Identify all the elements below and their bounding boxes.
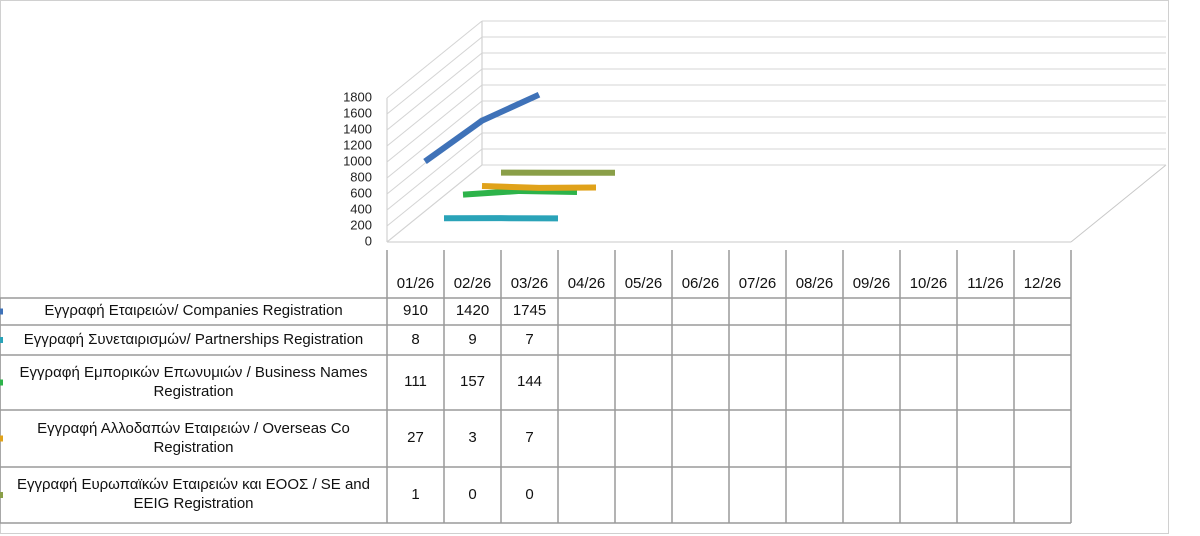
grid-line: [386, 148, 483, 227]
table-value: 144: [516, 373, 543, 391]
column-header: 09/26: [852, 274, 891, 292]
column-header: 05/26: [624, 274, 663, 292]
y-tick-label: 200: [350, 217, 372, 232]
grid-line: [386, 100, 483, 179]
legend-key: [0, 435, 3, 442]
table-value: 0: [468, 485, 477, 503]
column-header: 10/26: [909, 274, 948, 292]
row-header: Εγγραφή Ευρωπαϊκών Εταιρειών και ΕΟΟΣ / …: [17, 476, 370, 512]
table-value: 1420: [455, 302, 490, 320]
frame: [0, 0, 1169, 534]
column-header: 11/26: [967, 274, 1004, 292]
y-tick-label: 600: [350, 185, 372, 200]
table-value: 111: [404, 373, 427, 391]
y-tick-label: 1400: [343, 121, 372, 136]
legend-key: [0, 308, 3, 315]
column-header: 06/26: [681, 274, 720, 292]
floor-edge: [1070, 164, 1167, 243]
series-line: [481, 182, 597, 191]
column-header: 03/26: [510, 274, 549, 292]
table-value: 1745: [512, 302, 547, 320]
table-value: 3: [468, 429, 477, 447]
table-value: 9: [468, 330, 477, 348]
column-header: 02/26: [453, 274, 492, 292]
column-header: 04/26: [567, 274, 606, 292]
grid-line: [386, 68, 483, 147]
column-header: 08/26: [795, 274, 834, 292]
column-header: 01/26: [396, 274, 435, 292]
column-header: 07/26: [738, 274, 777, 292]
table-value: 7: [525, 330, 534, 348]
row-header: Εγγραφή Εταιρειών/ Companies Registratio…: [44, 302, 343, 320]
table-value: 0: [525, 485, 534, 503]
column-header: 12/26: [1023, 274, 1062, 292]
grid-line: [386, 84, 483, 163]
row-header: Εγγραφή Αλλοδαπών Εταιρειών / Overseas C…: [37, 419, 350, 456]
legend-key: [0, 492, 3, 498]
table-value: 8: [411, 330, 420, 348]
row-header: Εγγραφή Εμπορικών Επωνυμιών / Business N…: [19, 363, 368, 400]
table-value: 27: [407, 429, 424, 447]
y-tick-label: 0: [365, 233, 372, 248]
grid-line: [386, 164, 483, 243]
series-line: [423, 91, 541, 164]
y-tick-label: 1600: [343, 105, 372, 120]
y-tick-label: 400: [350, 201, 372, 216]
grid-line: [386, 52, 483, 131]
grid-line: [386, 20, 483, 99]
series-line: [462, 187, 578, 198]
y-tick-label: 800: [350, 169, 372, 184]
row-header: Εγγραφή Συνεταιρισμών/ Partnerships Regi…: [23, 330, 364, 348]
legend-key: [0, 337, 3, 343]
table-value: 7: [525, 429, 534, 447]
y-tick-label: 1000: [343, 153, 372, 168]
table-value: 157: [459, 373, 486, 391]
table-value: 910: [402, 302, 429, 320]
y-tick-label: 1200: [343, 137, 372, 152]
table-value: 1: [411, 485, 420, 503]
y-tick-label: 1800: [343, 89, 372, 104]
grid-line: [386, 36, 483, 115]
legend-key: [0, 379, 3, 386]
grid-line: [386, 132, 483, 211]
